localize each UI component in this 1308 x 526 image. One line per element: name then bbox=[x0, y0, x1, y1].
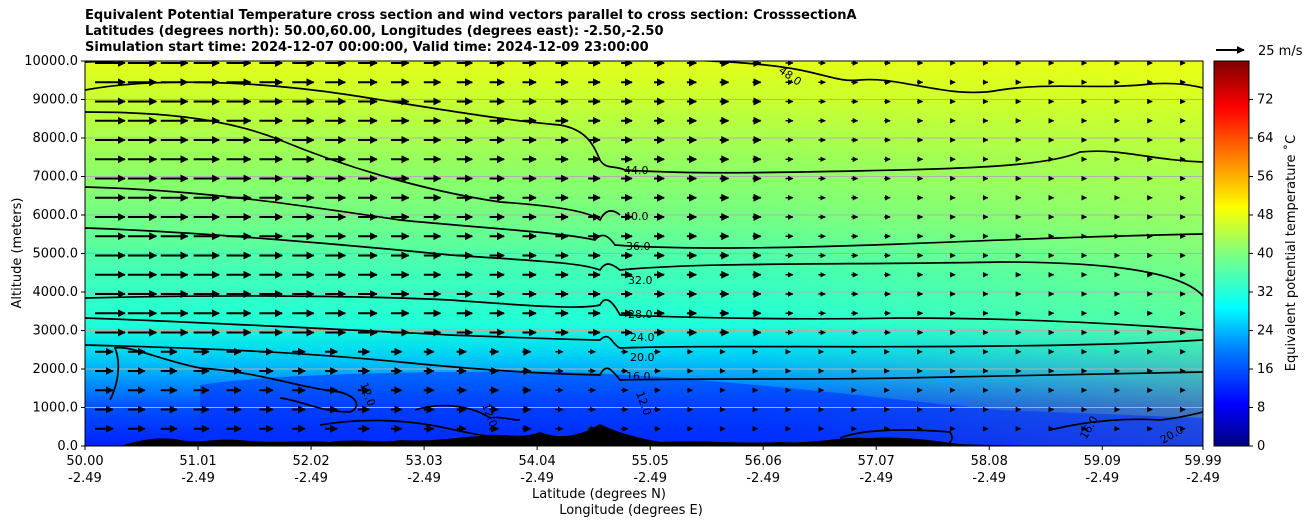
y-tick-label: 7000.0 bbox=[33, 170, 79, 185]
x-tick-label-lat: 52.02 bbox=[292, 454, 329, 469]
contour-32 bbox=[85, 295, 1203, 331]
colorbar-ticks: 0 8 16 24 32 40 48 56 64 72 bbox=[1249, 93, 1274, 454]
x-tick-label-lon: -2.49 bbox=[746, 471, 780, 486]
contour-label-16: 16.0 bbox=[626, 370, 651, 383]
contour-label-24: 24.0 bbox=[630, 331, 655, 344]
plot-area: 48.0 44.0 40.0 36.0 32.0 28.0 24.0 20.0 … bbox=[85, 61, 1203, 446]
contour-label-28: 28.0 bbox=[628, 308, 653, 321]
x-axis-label-secondary: Longitude (degrees E) bbox=[559, 503, 703, 518]
x-tick-label-lat: 51.01 bbox=[179, 454, 216, 469]
contour-label-32: 32.0 bbox=[628, 274, 653, 287]
x-tick-label-lat: 57.07 bbox=[858, 454, 895, 469]
colorbar-tick-label: 0 bbox=[1257, 439, 1265, 454]
contour-label-44: 44.0 bbox=[624, 164, 649, 177]
colorbar-tick-label: 40 bbox=[1257, 247, 1274, 262]
colorbar: 0 8 16 24 32 40 48 56 64 72 Equivalent potential … bbox=[1213, 60, 1299, 454]
contour-40 bbox=[85, 186, 1203, 249]
colorbar-tick-label: 48 bbox=[1257, 208, 1274, 223]
colorbar-tick-label: 72 bbox=[1257, 93, 1274, 108]
x-tick-label-lat: 58.08 bbox=[971, 454, 1008, 469]
y-tick-label: 2000.0 bbox=[33, 362, 79, 377]
x-tick-label-lon: -2.49 bbox=[520, 471, 554, 486]
colorbar-tick-label: 8 bbox=[1257, 401, 1265, 416]
x-tick-label-lat: 59.09 bbox=[1084, 454, 1121, 469]
contour-20 bbox=[109, 346, 358, 413]
x-tick-label-lon: -2.49 bbox=[407, 471, 441, 486]
y-tick-label: 8000.0 bbox=[33, 131, 79, 146]
x-tick-label-lon: -2.49 bbox=[181, 471, 215, 486]
chart-title-line-3: Simulation start time: 2024-12-07 00:00:… bbox=[85, 40, 649, 55]
quiver-key-label: 25 m/s bbox=[1258, 44, 1303, 59]
x-tick-label-lon: -2.49 bbox=[859, 471, 893, 486]
contour-28 bbox=[85, 317, 1203, 349]
contour-labels: 48.0 44.0 40.0 36.0 32.0 28.0 24.0 20.0 … bbox=[357, 64, 1186, 446]
y-axis: 0.0 1000.0 2000.0 3000.0 4000.0 5000.0 6000.0 7… bbox=[24, 54, 85, 454]
contour-label-20: 20.0 bbox=[630, 351, 655, 364]
contour-44-top bbox=[85, 81, 1203, 174]
colorbar-tick-label: 32 bbox=[1257, 285, 1274, 300]
x-tick-label-lat: 50.00 bbox=[66, 454, 103, 469]
colorbar-tick-label: 64 bbox=[1257, 131, 1274, 146]
contour-48 bbox=[85, 61, 1203, 94]
colorbar-tick-label: 56 bbox=[1257, 170, 1274, 185]
x-tick-label-lon: -2.49 bbox=[1085, 471, 1119, 486]
y-tick-label: 5000.0 bbox=[33, 247, 79, 262]
x-tick-label-lon: -2.49 bbox=[68, 471, 102, 486]
colorbar-tick-label: 16 bbox=[1257, 362, 1274, 377]
quiver-key: 25 m/s bbox=[1216, 44, 1303, 59]
x-axis-label: Latitude (degrees N) bbox=[532, 487, 666, 502]
x-axis: 50.00 -2.49 51.01 -2.49 52.02 -2.49 53.03 -2.49… bbox=[66, 446, 1222, 486]
chart-title-line-2: Latitudes (degrees north): 50.00,60.00, … bbox=[85, 24, 664, 39]
y-tick-label: 9000.0 bbox=[33, 93, 79, 108]
wind-vectors bbox=[95, 61, 1186, 433]
y-tick-label: 3000.0 bbox=[33, 324, 79, 339]
contour-label-36: 36.0 bbox=[626, 240, 651, 253]
chart-title-block: Equivalent Potential Temperature cross s… bbox=[85, 8, 857, 56]
y-axis-label: Altitude (meters) bbox=[10, 198, 25, 309]
x-tick-label-lon: -2.49 bbox=[294, 471, 328, 486]
y-tick-label: 4000.0 bbox=[33, 285, 79, 300]
y-tick-label: 1000.0 bbox=[33, 401, 79, 416]
contour-lines bbox=[85, 61, 1203, 446]
x-tick-label-lat: 54.04 bbox=[519, 454, 556, 469]
colorbar-tick-label: 24 bbox=[1257, 324, 1274, 339]
x-tick-label-lat: 59.99 bbox=[1184, 454, 1221, 469]
colorbar-fill bbox=[1213, 60, 1250, 447]
x-tick-label-lat: 56.06 bbox=[745, 454, 782, 469]
y-tick-label: 0.0 bbox=[57, 439, 78, 454]
contour-24 bbox=[85, 344, 1203, 381]
contour-16-right bbox=[1049, 411, 1203, 431]
x-tick-label-lat: 53.03 bbox=[405, 454, 442, 469]
chart-title-line-1: Equivalent Potential Temperature cross s… bbox=[85, 8, 857, 23]
x-tick-label-lon: -2.49 bbox=[633, 471, 667, 486]
contour-36 bbox=[85, 227, 1203, 297]
x-tick-label-lon: -2.49 bbox=[972, 471, 1006, 486]
contour-16 bbox=[414, 404, 521, 421]
colorbar-label: Equivalent potential temperature ˚C bbox=[1283, 135, 1299, 371]
y-tick-label: 6000.0 bbox=[33, 208, 79, 223]
terrain bbox=[85, 424, 1203, 446]
y-tick-label: 10000.0 bbox=[24, 54, 78, 69]
x-tick-label-lat: 55.05 bbox=[632, 454, 669, 469]
x-tick-label-lon: -2.49 bbox=[1186, 471, 1220, 486]
